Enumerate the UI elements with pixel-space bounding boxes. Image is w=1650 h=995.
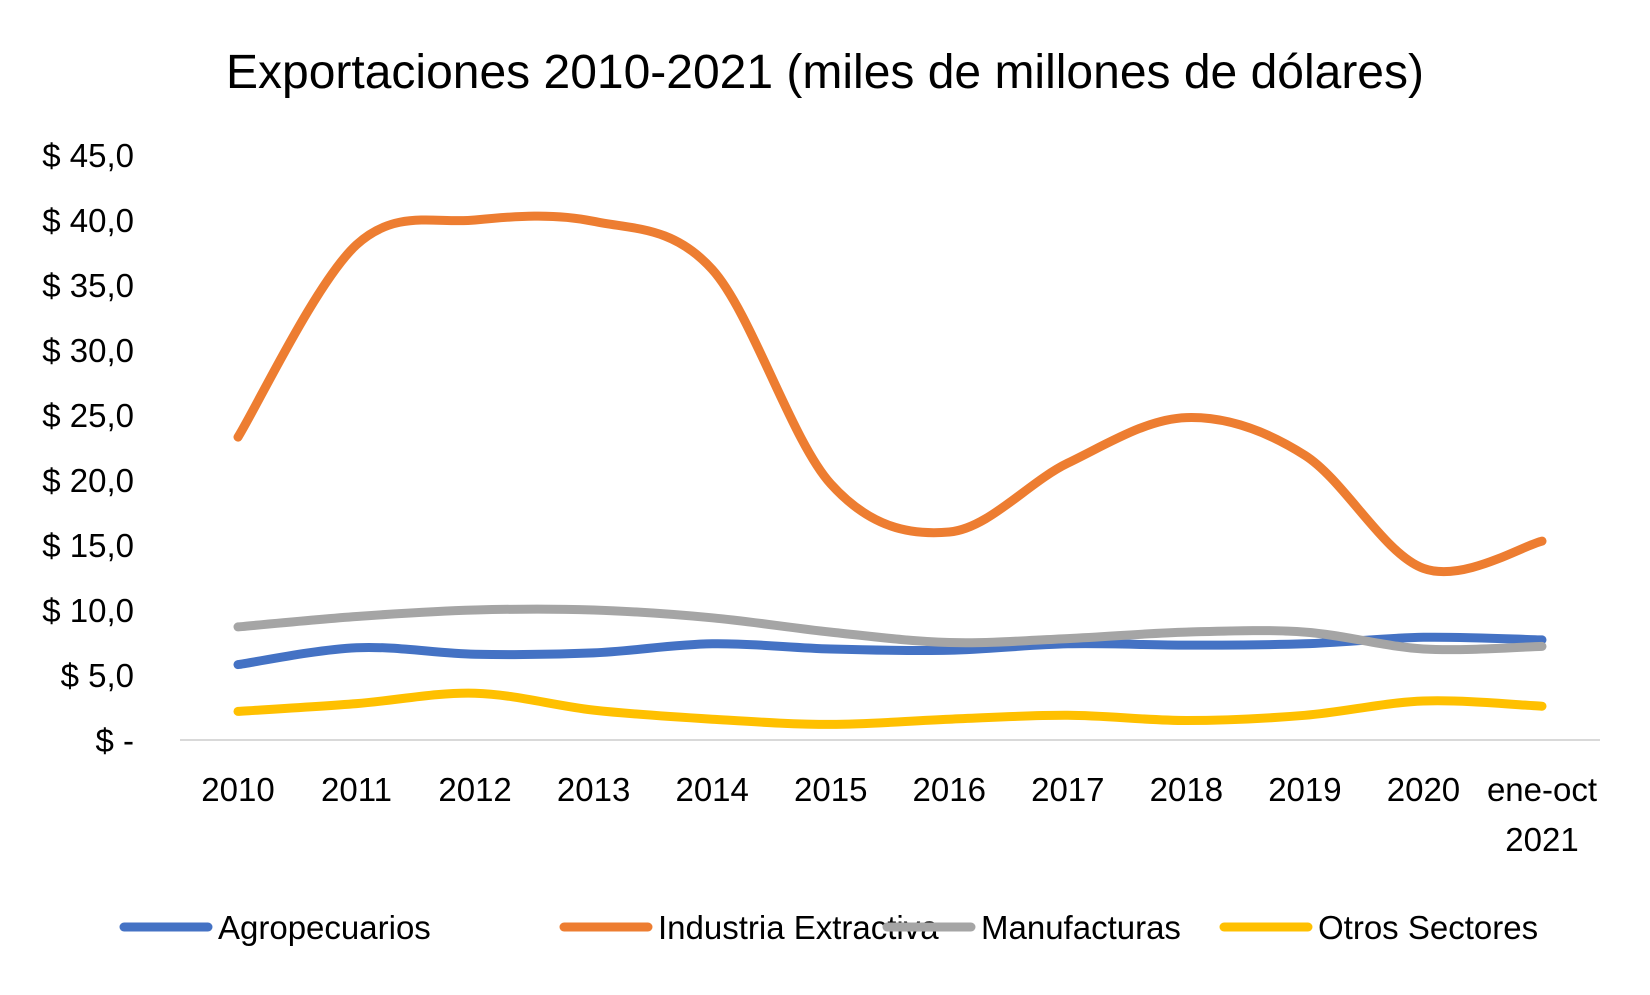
y-tick-label: $ 45,0: [42, 137, 134, 174]
x-tick-label: 2017: [1031, 771, 1104, 808]
x-tick-label: 2020: [1387, 771, 1460, 808]
y-tick-label: $ 10,0: [42, 592, 134, 629]
y-tick-label: $ -: [95, 722, 134, 759]
legend-label: Agropecuarios: [218, 909, 431, 946]
x-tick-label: 2015: [794, 771, 867, 808]
legend-label: Manufacturas: [981, 909, 1181, 946]
x-tick-label: 2016: [913, 771, 986, 808]
y-tick-label: $ 40,0: [42, 202, 134, 239]
y-tick-label: $ 20,0: [42, 462, 134, 499]
x-tick-label: 2018: [1150, 771, 1223, 808]
x-tick-label: 2011: [321, 771, 392, 808]
x-tick-label: 2014: [675, 771, 748, 808]
x-tick-label: 2013: [557, 771, 630, 808]
y-tick-label: $ 25,0: [42, 397, 134, 434]
legend-item: Otros Sectores: [1224, 909, 1538, 946]
series-line-otros-sectores: [238, 693, 1542, 724]
y-tick-label: $ 5,0: [61, 657, 134, 694]
chart-title: Exportaciones 2010-2021 (miles de millon…: [226, 46, 1424, 99]
y-tick-label: $ 35,0: [42, 267, 134, 304]
series-line-industria-extractiva: [238, 216, 1542, 572]
y-tick-label: $ 15,0: [42, 527, 134, 564]
x-tick-label: 2010: [201, 771, 274, 808]
legend-item: Agropecuarios: [124, 909, 431, 946]
x-tick-label: 2019: [1268, 771, 1341, 808]
x-tick-label: 2012: [438, 771, 511, 808]
legend-label: Otros Sectores: [1318, 909, 1538, 946]
y-tick-label: $ 30,0: [42, 332, 134, 369]
